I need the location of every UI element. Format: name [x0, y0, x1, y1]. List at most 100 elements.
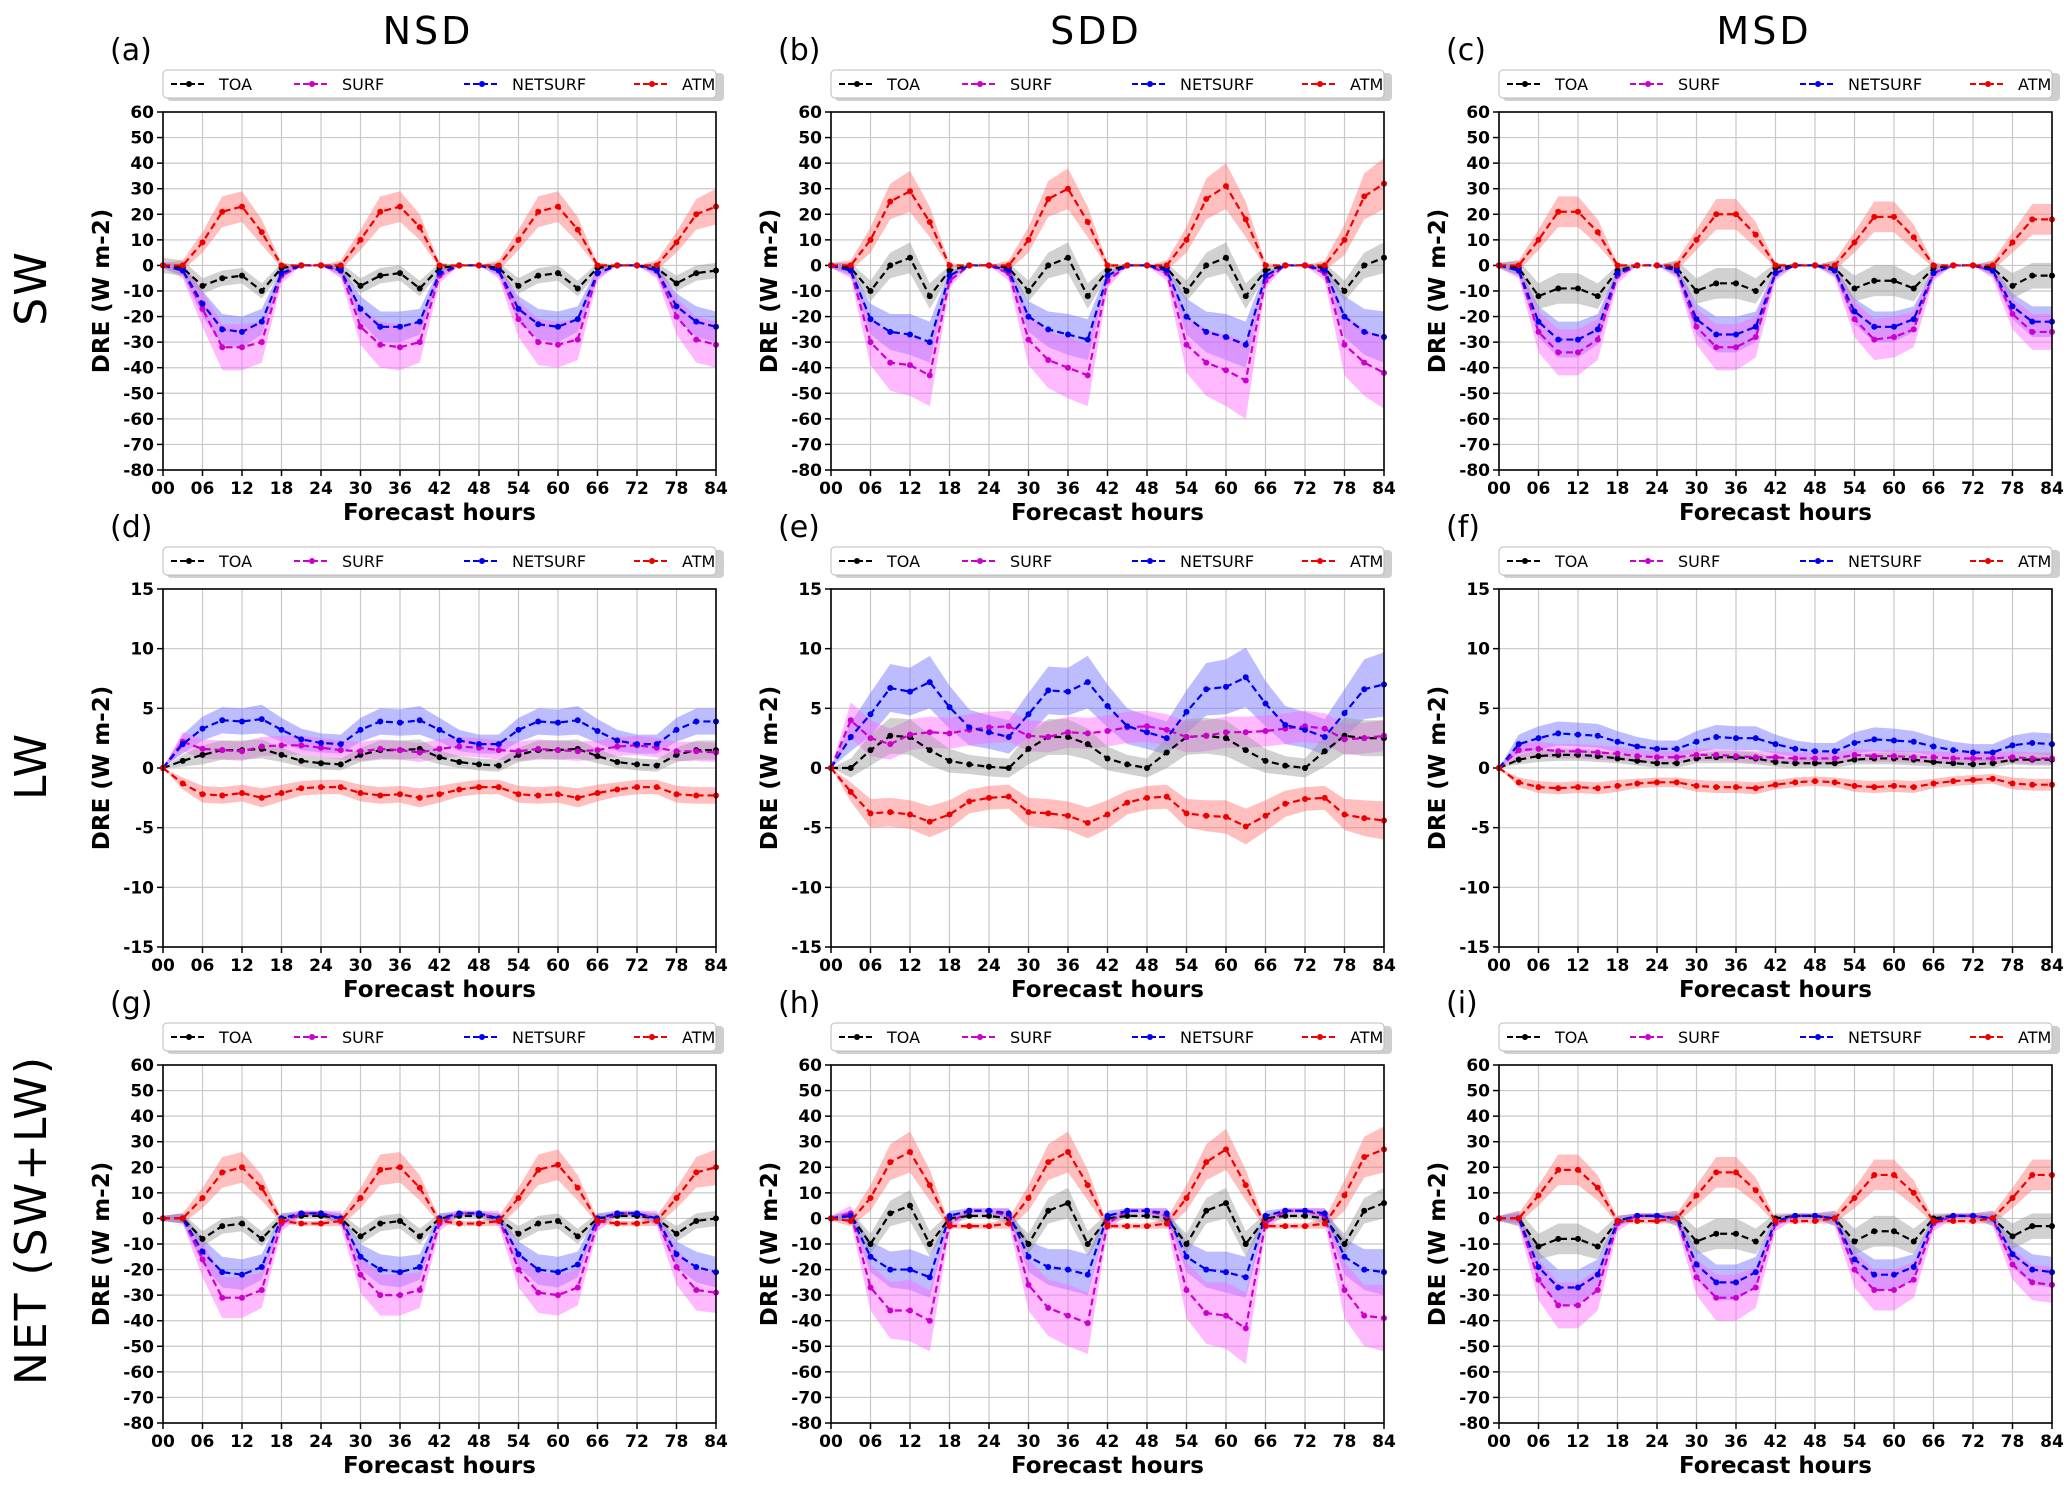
data-point-netsurf [1025, 313, 1032, 320]
x-tick-label: 24 [977, 479, 1001, 499]
data-point-netsurf [397, 719, 403, 726]
plot-frame [1498, 1064, 2053, 1424]
data-point-atm [693, 1169, 700, 1176]
data-point-netsurf [2029, 739, 2036, 746]
data-point-atm [1025, 236, 1032, 243]
data-point-netsurf [2009, 303, 2016, 310]
data-point-atm [377, 792, 384, 799]
data-point-toa [1084, 741, 1091, 748]
data-point-atm [1812, 778, 1818, 785]
data-point-netsurf [1262, 700, 1269, 707]
data-point-toa [1183, 1241, 1190, 1247]
data-point-surf [1262, 728, 1269, 735]
x-tick-label: 30 [1017, 1432, 1041, 1452]
y-tick-label: 5 [142, 699, 154, 719]
data-point-toa [1851, 285, 1858, 292]
y-tick-label: 30 [1466, 180, 1490, 200]
data-point-surf [1575, 349, 1581, 356]
data-point-atm [966, 798, 973, 805]
x-tick-label: 72 [1293, 956, 1317, 976]
legend-marker-atm [1985, 558, 1991, 564]
data-point-atm [436, 1217, 443, 1224]
y-tick-label: 0 [1478, 256, 1490, 276]
x-tick-label: 54 [507, 956, 531, 976]
data-point-netsurf [219, 326, 226, 333]
legend-label-netsurf: NETSURF [1180, 1028, 1254, 1047]
data-point-netsurf [1713, 331, 1720, 338]
y-tick-label: 40 [130, 154, 154, 174]
data-point-surf [239, 344, 245, 351]
data-point-atm [1673, 262, 1680, 269]
data-point-surf [1065, 1312, 1071, 1319]
y-axis-label: DRE (W m-2) [1425, 686, 1451, 850]
y-axis-label: DRE (W m-2) [89, 209, 115, 373]
data-point-toa [614, 759, 621, 766]
data-point-surf [1045, 1304, 1052, 1311]
data-point-atm [1575, 784, 1581, 791]
data-point-netsurf [1831, 267, 1838, 274]
y-tick-label: 10 [130, 231, 154, 251]
data-point-toa [2029, 1223, 2036, 1230]
x-tick-label: 66 [586, 479, 610, 499]
y-tick-label: 0 [810, 759, 822, 779]
y-tick-label: -80 [1459, 1414, 1490, 1434]
y-tick-label: 40 [798, 1107, 822, 1127]
x-tick-label: 30 [349, 1432, 373, 1452]
data-point-atm [634, 262, 640, 269]
legend-label-netsurf: NETSURF [1180, 552, 1254, 571]
legend-label-atm: ATM [682, 1028, 715, 1047]
data-point-surf [535, 1289, 542, 1296]
data-point-netsurf [456, 1210, 463, 1217]
data-point-surf [278, 742, 285, 749]
data-point-netsurf [653, 741, 660, 748]
x-tick-label: 06 [191, 956, 215, 976]
x-tick-label: 18 [1606, 1432, 1630, 1452]
data-point-netsurf [1634, 743, 1641, 750]
x-tick-label: 42 [1764, 479, 1788, 499]
data-point-atm [515, 1194, 522, 1201]
panel-label: (e) [778, 510, 820, 545]
data-point-netsurf [199, 725, 206, 732]
data-point-atm [456, 262, 463, 269]
data-point-surf [1910, 754, 1917, 761]
data-point-atm [1223, 813, 1229, 820]
data-point-toa [1713, 280, 1720, 287]
data-point-surf [1673, 754, 1680, 761]
band-atm [1499, 196, 2052, 271]
y-tick-label: -20 [123, 1261, 154, 1281]
legend-label-atm: ATM [682, 552, 715, 571]
data-point-toa [1910, 1238, 1917, 1245]
data-point-surf [1594, 1287, 1601, 1294]
data-point-netsurf [1223, 1269, 1229, 1276]
data-point-netsurf [1733, 735, 1739, 742]
data-point-surf [1713, 751, 1720, 758]
data-point-netsurf [298, 736, 305, 743]
data-point-surf [515, 748, 522, 755]
data-point-toa [907, 254, 913, 261]
data-point-surf [495, 747, 502, 754]
x-tick-label: 24 [977, 956, 1001, 976]
data-point-atm [1851, 1194, 1858, 1201]
x-tick-label: 36 [1724, 1432, 1748, 1452]
data-point-netsurf [907, 688, 913, 695]
data-point-toa [515, 282, 522, 289]
data-point-surf [1183, 341, 1190, 348]
x-tick-label: 66 [1254, 956, 1278, 976]
legend: TOA SURF NETSURF ATM [1498, 1022, 2060, 1054]
data-point-atm [298, 785, 305, 792]
data-point-atm [298, 1220, 305, 1227]
data-point-atm [907, 188, 913, 195]
data-point-surf [298, 742, 305, 749]
data-point-surf [1851, 316, 1858, 323]
data-point-atm [1183, 236, 1190, 243]
band-netsurf [163, 1210, 716, 1291]
x-tick-label: 00 [819, 1432, 843, 1452]
data-point-surf [693, 336, 700, 343]
legend-label-surf: SURF [1010, 1028, 1052, 1047]
x-tick-label: 84 [1372, 1432, 1396, 1452]
data-point-atm [535, 792, 542, 799]
data-point-netsurf [239, 328, 245, 335]
data-point-surf [1242, 377, 1249, 384]
data-point-netsurf [867, 711, 874, 718]
